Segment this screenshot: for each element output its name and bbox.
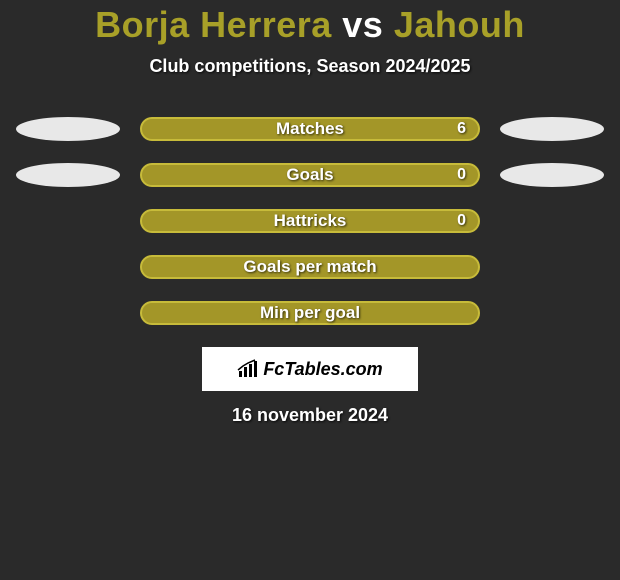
left-ellipse	[16, 117, 120, 141]
stat-bar: Goals per match	[140, 255, 480, 279]
right-ellipse	[500, 117, 604, 141]
stat-value: 0	[457, 212, 466, 230]
bar-wrap: Hattricks 0	[140, 209, 480, 233]
left-ellipse	[16, 163, 120, 187]
logo-badge[interactable]: FcTables.com	[202, 347, 418, 391]
stat-value: 6	[457, 120, 466, 138]
right-ellipse	[500, 163, 604, 187]
subtitle: Club competitions, Season 2024/2025	[0, 56, 620, 77]
chart-icon	[237, 359, 259, 379]
stat-row: Min per goal	[0, 301, 620, 325]
right-spacer	[500, 255, 604, 279]
stat-value: 0	[457, 166, 466, 184]
page-title: Borja Herrera vs Jahouh	[0, 4, 620, 46]
bar-wrap: Min per goal	[140, 301, 480, 325]
stat-row: Matches 6	[0, 117, 620, 141]
logo-text: FcTables.com	[263, 359, 382, 380]
stat-rows: Matches 6 Goals 0 Hattricks 0 Goals per match M…	[0, 117, 620, 325]
right-spacer	[500, 301, 604, 325]
left-spacer	[16, 301, 120, 325]
stat-bar: Matches 6	[140, 117, 480, 141]
stat-label: Goals	[286, 165, 333, 185]
stat-label: Matches	[276, 119, 344, 139]
stat-bar: Hattricks 0	[140, 209, 480, 233]
stat-label: Goals per match	[243, 257, 376, 277]
stat-label: Hattricks	[274, 211, 347, 231]
title-part: vs	[332, 4, 394, 45]
stat-row: Goals per match	[0, 255, 620, 279]
bar-wrap: Matches 6	[140, 117, 480, 141]
stat-row: Hattricks 0	[0, 209, 620, 233]
left-spacer	[16, 209, 120, 233]
title-part: Borja Herrera	[95, 4, 332, 45]
stat-label: Min per goal	[260, 303, 360, 323]
title-part: Jahouh	[394, 4, 525, 45]
bar-wrap: Goals per match	[140, 255, 480, 279]
date-label: 16 november 2024	[0, 405, 620, 426]
right-spacer	[500, 209, 604, 233]
logo-content: FcTables.com	[237, 359, 382, 380]
stat-bar: Min per goal	[140, 301, 480, 325]
left-spacer	[16, 255, 120, 279]
stat-row: Goals 0	[0, 163, 620, 187]
bar-wrap: Goals 0	[140, 163, 480, 187]
comparison-card: Borja Herrera vs Jahouh Club competition…	[0, 0, 620, 426]
stat-bar: Goals 0	[140, 163, 480, 187]
